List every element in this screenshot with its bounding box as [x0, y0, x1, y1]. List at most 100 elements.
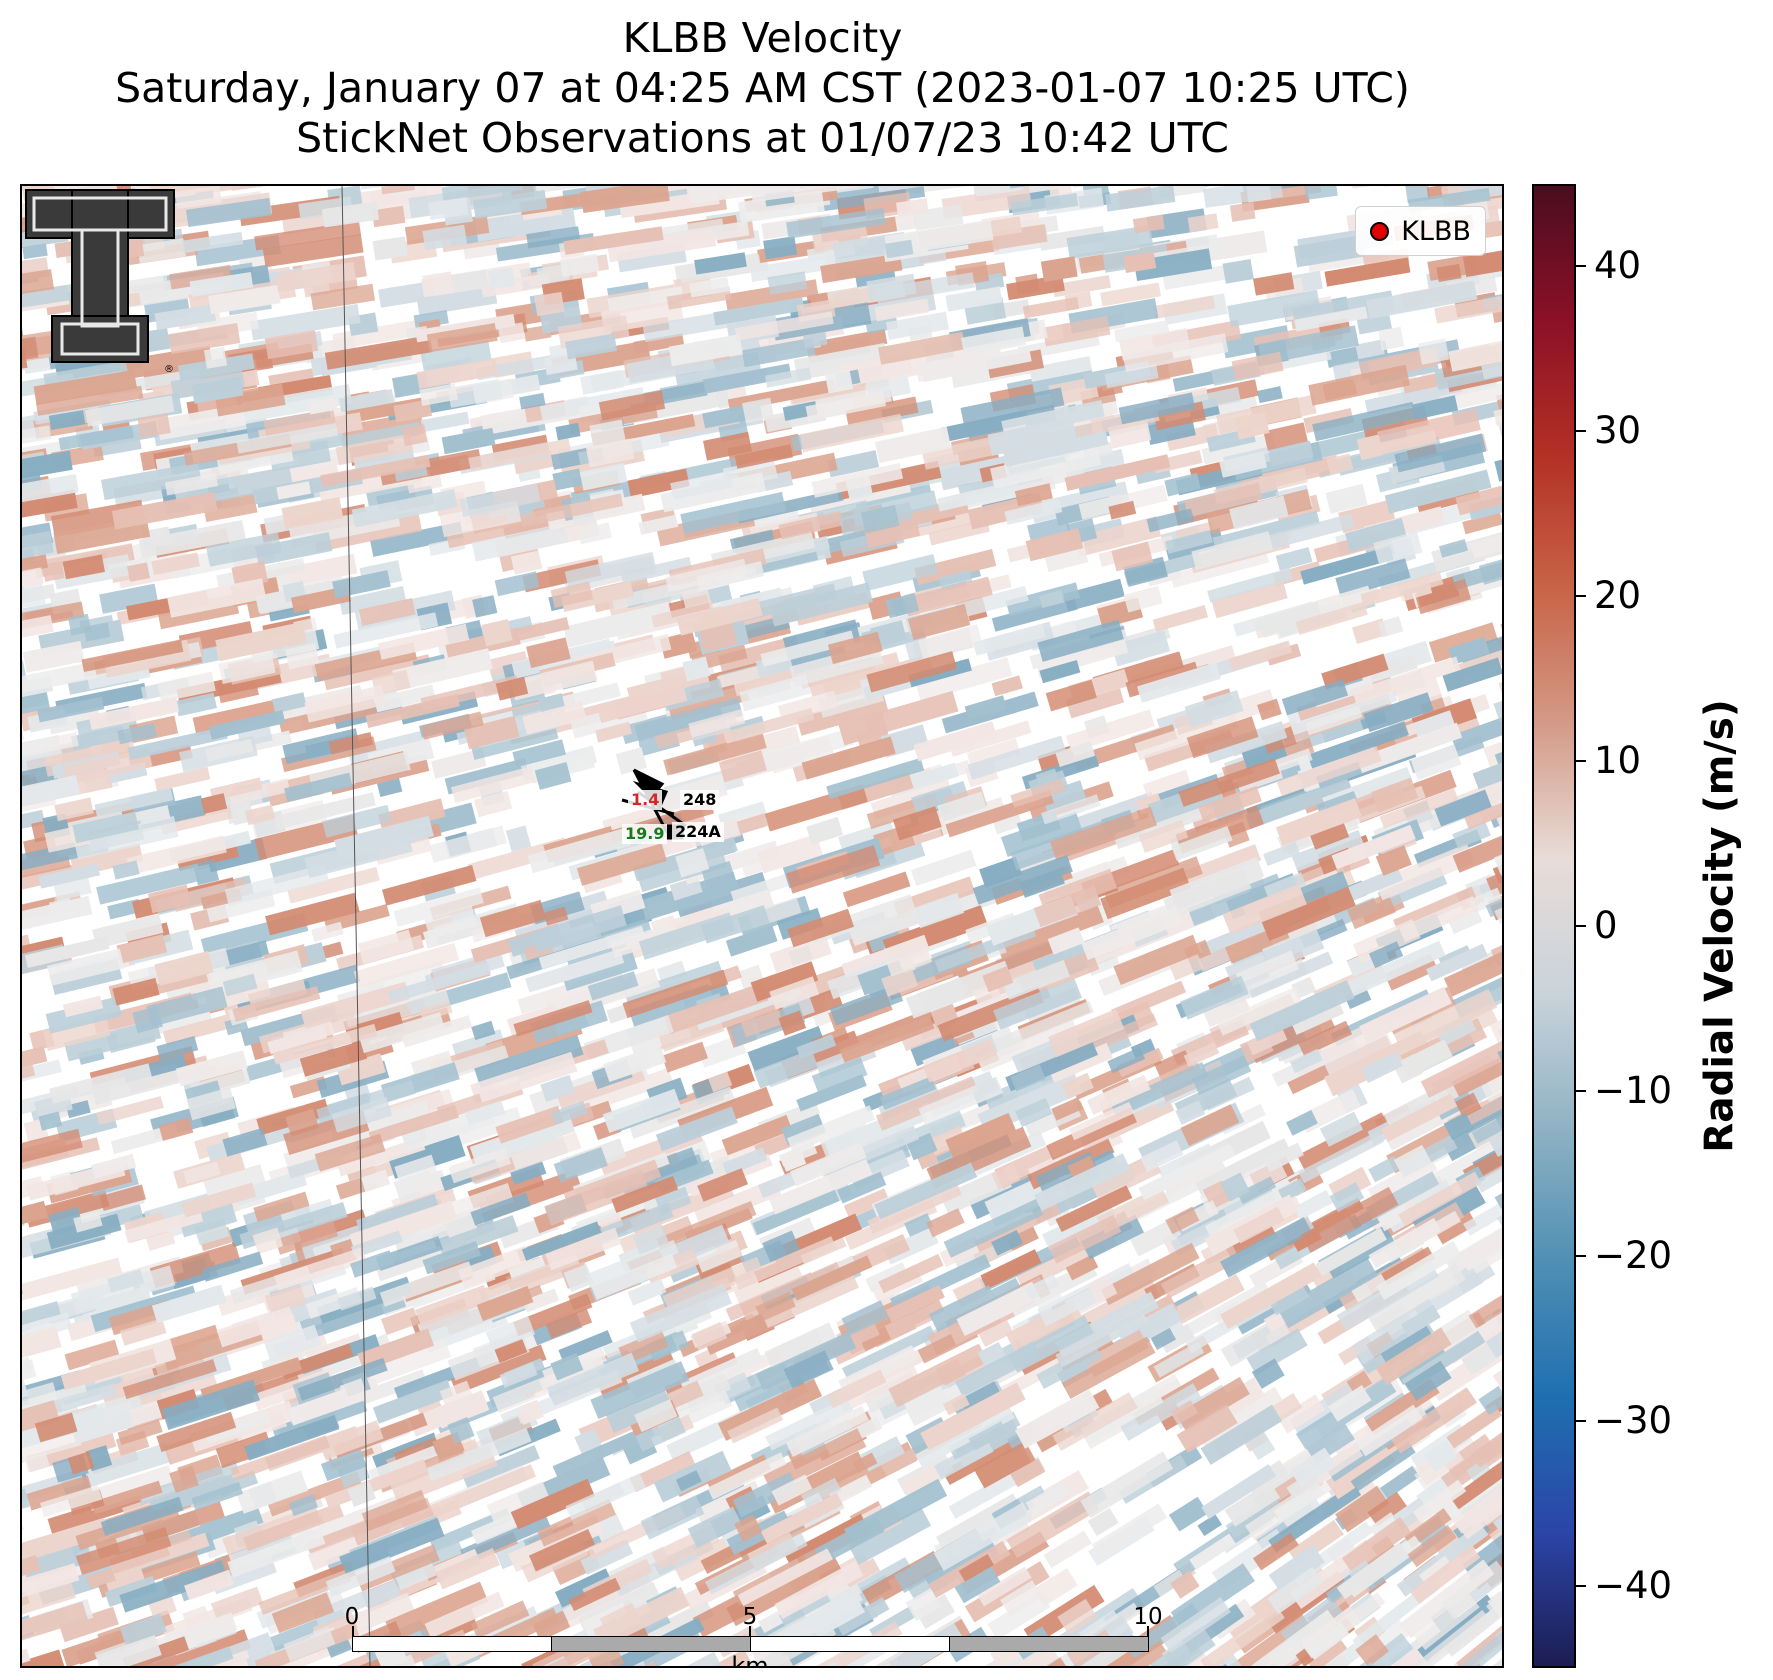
scale-segment — [551, 1636, 751, 1652]
colorbar-tick-label: 0 — [1594, 904, 1618, 947]
radar-gate — [360, 1169, 391, 1193]
colorbar-tick — [1576, 760, 1586, 763]
radar-gate — [938, 455, 1013, 491]
radar-gate — [1257, 386, 1283, 404]
radar-gate — [323, 654, 432, 691]
radar-gate — [552, 468, 583, 491]
radar-gate — [378, 798, 446, 833]
radar-gate — [1393, 886, 1478, 933]
colorbar-tick-label: −30 — [1594, 1398, 1673, 1442]
radar-gate — [1197, 1514, 1223, 1537]
colorbar-title: Radial Velocity (m/s) — [1697, 699, 1743, 1153]
colorbar-tick — [1576, 430, 1586, 433]
radar-gate — [656, 960, 687, 983]
colorbar-tick — [1576, 1584, 1586, 1587]
colorbar-tick-label: 30 — [1594, 409, 1642, 453]
radar-gate — [796, 1074, 867, 1112]
radar-gate — [1111, 980, 1187, 1022]
radar-gate — [1181, 844, 1262, 888]
radar-gate — [370, 521, 464, 557]
radar-gate — [848, 1506, 932, 1565]
radar-gate — [47, 705, 102, 735]
radar-gate — [505, 825, 532, 852]
radar-gate — [1077, 791, 1156, 831]
radar-gate — [1450, 702, 1502, 752]
chart-title: KLBB Velocity — [622, 14, 903, 62]
station-barbs — [621, 768, 687, 840]
radar-gate — [1052, 274, 1111, 298]
station-224a-id: 224A — [672, 822, 724, 842]
radar-gate — [64, 1339, 120, 1371]
radar-gate — [659, 631, 698, 659]
radar-gate — [1462, 511, 1502, 535]
scale-unit: km — [731, 1652, 769, 1668]
radar-gate — [577, 1067, 674, 1115]
radar-gate — [812, 328, 888, 357]
station-248-value: 1.4 — [628, 790, 663, 810]
colorbar-tick-label: 10 — [1594, 739, 1642, 783]
radar-gate — [852, 842, 926, 879]
radar-gate — [69, 1442, 172, 1492]
colorbar — [1532, 184, 1576, 1668]
radar-gate — [1201, 432, 1276, 465]
scale-label-10: 10 — [1133, 1604, 1163, 1630]
scale-label-0: 0 — [344, 1604, 360, 1630]
radar-gate — [1462, 1127, 1502, 1186]
radar-gate — [717, 635, 801, 672]
radar-gate — [22, 1580, 76, 1625]
colorbar-tick-label: −20 — [1594, 1233, 1673, 1277]
scale-bar: 0 5 10 km — [345, 1596, 1163, 1668]
radar-gate — [694, 1178, 782, 1228]
station-224a-value: 19.9 — [622, 824, 668, 844]
radar-gate — [142, 1629, 251, 1666]
scale-segment — [949, 1636, 1149, 1652]
radar-gate — [450, 1344, 547, 1395]
scale-segment — [352, 1636, 552, 1652]
radar-gate — [991, 596, 1078, 632]
radar-gate — [843, 1188, 890, 1219]
colorbar-tick-label: −40 — [1594, 1563, 1673, 1607]
radar-gate — [838, 820, 895, 852]
colorbar-tick — [1576, 1254, 1586, 1257]
radar-gate — [1162, 263, 1237, 290]
scale-segment — [750, 1636, 950, 1652]
colorbar-tick-label: −10 — [1594, 1068, 1673, 1112]
scale-label-5: 5 — [742, 1604, 758, 1630]
radar-gate — [814, 186, 926, 212]
radar-gate — [828, 1474, 873, 1506]
radar-gate — [290, 1650, 382, 1666]
radar-gate — [162, 1011, 241, 1046]
radar-gate — [332, 318, 429, 350]
chart-subtitle-time: Saturday, January 07 at 04:25 AM CST (20… — [115, 64, 1410, 112]
radar-gate — [1163, 1274, 1245, 1330]
chart-subtitle-sticknet: StickNet Observations at 01/07/23 10:42 … — [296, 114, 1229, 162]
colorbar-tick — [1576, 595, 1586, 598]
radar-gate — [416, 284, 498, 316]
radar-gate — [22, 809, 46, 833]
radar-gate — [1211, 580, 1288, 619]
colorbar-tick — [1576, 1419, 1586, 1422]
radar-velocity-field — [22, 186, 1502, 1666]
radar-gate — [431, 748, 487, 779]
radar-gate — [287, 866, 380, 904]
radar-gate — [99, 583, 159, 614]
radar-gate — [1043, 1530, 1092, 1569]
radar-gate — [22, 690, 51, 719]
colorbar-tick — [1576, 1089, 1586, 1092]
radar-gate — [1041, 780, 1087, 813]
colorbar-tick-label: 40 — [1594, 244, 1642, 288]
radar-gate — [1152, 605, 1209, 632]
station-248-id: 248 — [680, 790, 720, 810]
radar-gate — [915, 657, 1013, 702]
colorbar-tick — [1576, 265, 1586, 268]
radar-gate — [1111, 630, 1171, 667]
radar-gate — [1405, 186, 1431, 204]
radar-gate — [679, 1648, 753, 1666]
radar-map[interactable]: ® KLBB 1.4 248 19.9 224A 0 5 10 km — [20, 184, 1504, 1668]
radar-gate — [769, 934, 832, 973]
radar-gate — [1428, 622, 1499, 663]
radar-gate — [996, 905, 1104, 961]
radar-gate — [1364, 379, 1463, 415]
colorbar-tick — [1576, 925, 1586, 927]
colorbar-tick-label: 20 — [1594, 574, 1642, 618]
